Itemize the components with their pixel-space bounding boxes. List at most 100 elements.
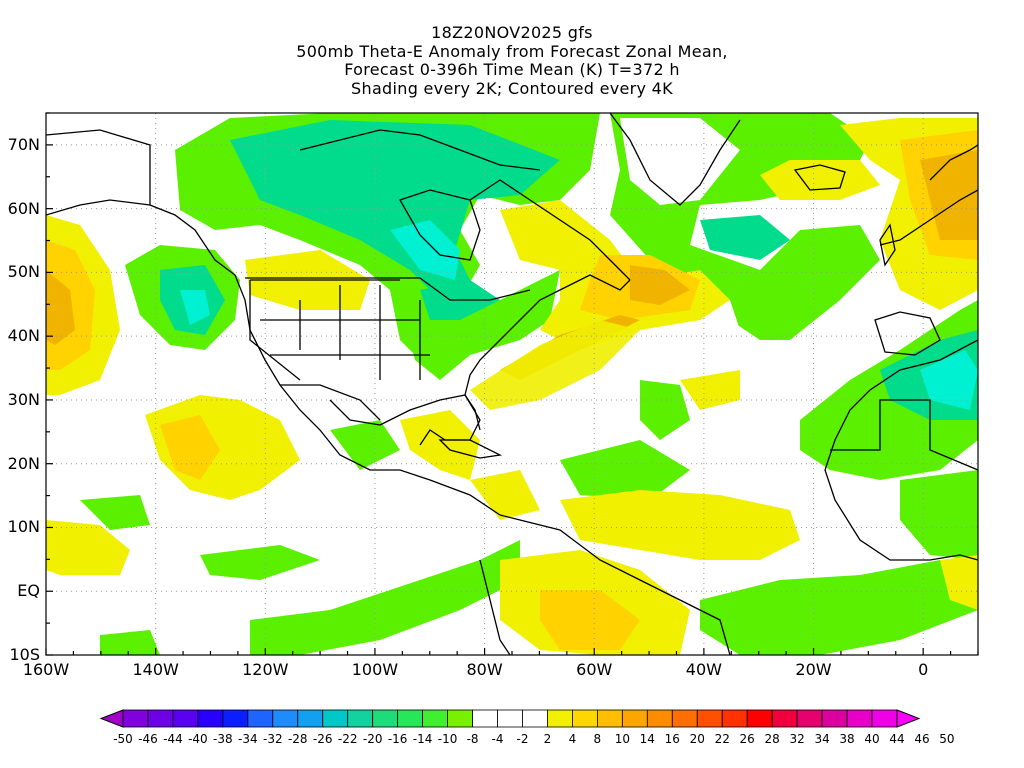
coastline-greenland <box>609 113 741 206</box>
colorbar-label: -10 <box>437 732 458 746</box>
colorbar-swatch <box>472 709 498 728</box>
colorbar-label: 40 <box>864 732 880 746</box>
grid-lines <box>46 113 978 655</box>
coastline-labrador <box>469 179 631 281</box>
colorbar-label: -14 <box>412 732 433 746</box>
colorbar <box>99 709 921 728</box>
border-us-canada <box>245 277 531 301</box>
orange-region-west-pacific <box>46 270 75 345</box>
gold-region-east-pacific <box>160 415 220 480</box>
green-region-sw-edge <box>100 630 160 655</box>
colorbar-swatch <box>696 709 723 728</box>
colorbar-label: 44 <box>889 732 905 746</box>
lat-label: 50N <box>7 262 40 282</box>
colorbar-label: -20 <box>362 732 383 746</box>
yellow-region-central-america <box>470 470 540 520</box>
coastline-south-america <box>499 514 731 655</box>
lat-label: 10S <box>9 645 40 664</box>
lon-label: 100W <box>351 660 399 679</box>
cyan-region-canada <box>390 220 460 280</box>
colorbar-swatch <box>322 709 349 728</box>
colorbar-swatch <box>397 709 424 728</box>
state-borders <box>249 279 430 381</box>
green-region-equator-pacific <box>200 545 320 580</box>
colorbar-swatch <box>547 709 573 728</box>
yellow-region-tropical-atlantic <box>560 490 800 560</box>
colorbar-swatch <box>596 709 623 728</box>
yellow-region-greenland-east <box>760 160 880 200</box>
colorbar-label: -34 <box>238 732 258 746</box>
border-africa <box>830 399 978 471</box>
coastline-south-america-west <box>479 559 511 655</box>
lon-label: 40W <box>685 660 722 679</box>
coastline-uk <box>879 223 896 267</box>
coastlines <box>46 113 978 655</box>
colorbar-swatch <box>646 709 673 728</box>
colorbar-swatch <box>347 709 374 728</box>
colorbar-label: -46 <box>138 732 158 746</box>
colorbar-swatch <box>621 709 648 728</box>
coastline-arctic-islands <box>299 129 541 171</box>
colorbar-label: 16 <box>664 732 680 746</box>
colorbar-swatch <box>247 709 274 728</box>
colorbar-swatch <box>572 709 598 728</box>
colorbar-label: 26 <box>739 732 755 746</box>
lat-label: 10N <box>7 517 40 537</box>
coastline-iberia <box>874 311 941 356</box>
colorbar-swatch <box>447 709 473 728</box>
colorbar-label: 2 <box>543 732 552 746</box>
colorbar-swatch <box>746 709 773 728</box>
title-line-4: Shading every 2K; Contoured every 4K <box>351 78 673 98</box>
lat-label: EQ <box>17 581 40 601</box>
colorbar-swatch <box>122 709 149 728</box>
colorbar-label: 20 <box>689 732 705 746</box>
title-line-3: Forecast 0-396h Time Mean (K) T=372 h <box>344 60 680 79</box>
colorbar-label: 28 <box>764 732 780 746</box>
colorbar-label: -2 <box>516 732 529 746</box>
colorbar-arrow-right <box>896 709 921 728</box>
green-region-equator-atlantic <box>700 560 978 655</box>
colorbar-label: -28 <box>287 732 308 746</box>
colorbar-label: -16 <box>387 732 408 746</box>
colorbar-label: -26 <box>312 732 333 746</box>
colorbar-label: -38 <box>213 732 233 746</box>
colorbar-swatch <box>297 709 324 728</box>
axis-ticks <box>45 112 979 656</box>
colorbar-label: 46 <box>914 732 930 746</box>
teal-region-north-atlantic <box>700 215 790 260</box>
colorbar-swatch <box>846 709 873 728</box>
lat-label: 70N <box>7 134 40 154</box>
lat-label: 20N <box>7 453 40 473</box>
gold-region-south-america <box>540 590 640 650</box>
colorbar-arrow-left <box>99 709 124 728</box>
colorbar-label: 10 <box>614 732 630 746</box>
lat-label: 60N <box>7 198 40 218</box>
colorbar-swatch <box>372 709 399 728</box>
colorbar-label: 4 <box>568 732 577 746</box>
green-region-central-atlantic <box>560 440 690 500</box>
lon-label: 160W <box>22 660 70 679</box>
colorbar-swatch <box>796 709 823 728</box>
lat-label: 40N <box>7 326 40 346</box>
colorbar-swatch <box>172 709 199 728</box>
colorbar-label: -22 <box>337 732 358 746</box>
colorbar-label: -8 <box>466 732 479 746</box>
lat-label: 30N <box>7 389 40 409</box>
colorbar-swatch <box>422 709 448 728</box>
coastline-east-us <box>464 274 631 396</box>
border-us-mexico <box>280 384 381 421</box>
coastline-iceland <box>793 164 846 191</box>
colorbar-swatch <box>272 709 299 728</box>
colorbar-label: 22 <box>714 732 730 746</box>
coastline-africa <box>824 339 978 561</box>
colorbar-label: 38 <box>839 732 855 746</box>
colorbar-label: 50 <box>939 732 955 746</box>
yellow-region-africa-south <box>940 555 978 610</box>
lon-label: 140W <box>132 660 179 679</box>
colorbar-swatch <box>522 709 548 728</box>
yellow-region-gulf <box>400 410 480 480</box>
colorbar-label: 8 <box>593 732 602 746</box>
colorbar-swatch <box>721 709 748 728</box>
yellow-region-mid-atlantic <box>680 370 740 410</box>
